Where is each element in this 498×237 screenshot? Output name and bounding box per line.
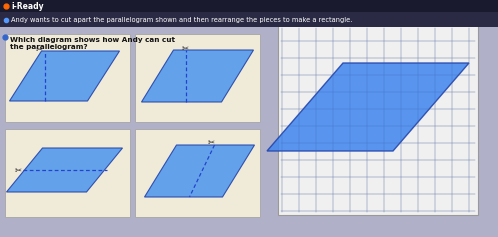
Polygon shape — [6, 148, 123, 192]
Bar — [135, 129, 260, 217]
Text: ✂: ✂ — [36, 45, 43, 54]
Text: ✂: ✂ — [15, 165, 22, 174]
Polygon shape — [267, 63, 469, 151]
Text: i-Ready: i-Ready — [11, 1, 44, 10]
Text: ✂: ✂ — [182, 44, 189, 53]
Bar — [0, 12, 498, 27]
Text: Which diagram shows how Andy can cut
the parallelogram?: Which diagram shows how Andy can cut the… — [10, 37, 175, 50]
Polygon shape — [141, 50, 253, 102]
Text: Andy wants to cut apart the parallelogram shown and then rearrange the pieces to: Andy wants to cut apart the parallelogra… — [11, 17, 353, 23]
Bar — [135, 34, 260, 122]
Bar — [5, 129, 130, 217]
Text: ✂: ✂ — [208, 137, 215, 146]
Polygon shape — [9, 51, 120, 101]
Bar — [5, 34, 130, 122]
Bar — [0, 0, 498, 12]
Polygon shape — [144, 145, 254, 197]
Bar — [278, 25, 478, 215]
